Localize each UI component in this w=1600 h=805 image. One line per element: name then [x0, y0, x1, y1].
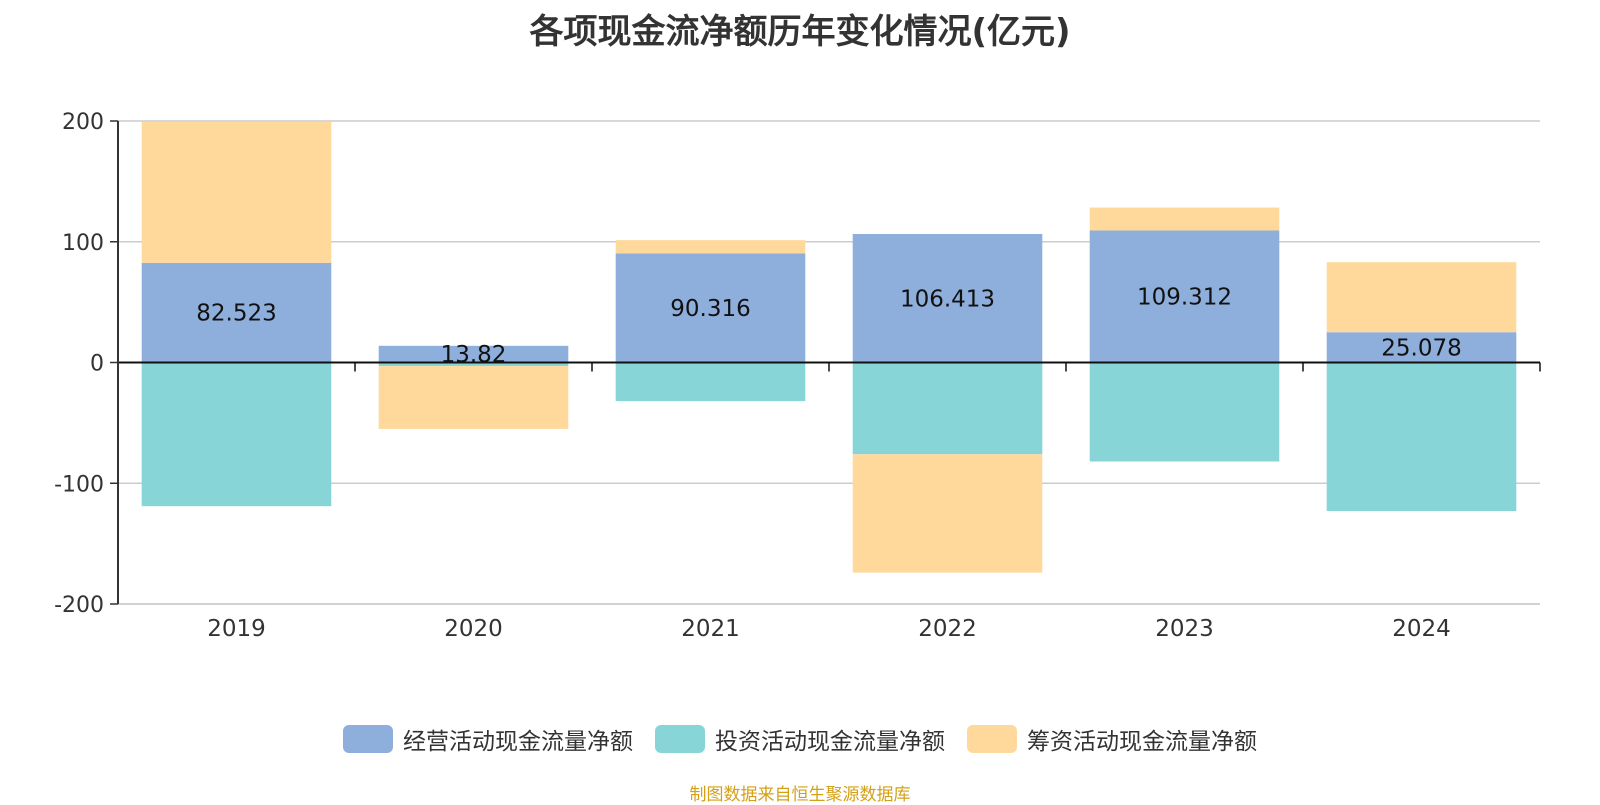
- bar-segment[interactable]: [1089, 230, 1280, 363]
- x-tick-label: 2024: [1392, 616, 1451, 642]
- legend-swatch-financing: [967, 725, 1017, 753]
- bar-segment[interactable]: [141, 262, 332, 363]
- bar-segment[interactable]: [1089, 207, 1280, 231]
- legend-item-operating[interactable]: 经营活动现金流量净额: [343, 722, 633, 756]
- bar-value-label: 106.413: [900, 286, 995, 312]
- legend-label-investing: 投资活动现金流量净额: [715, 729, 945, 755]
- y-tick-label: -200: [54, 593, 104, 618]
- legend-swatch-investing: [655, 725, 705, 753]
- legend: 经营活动现金流量净额 投资活动现金流量净额 筹资活动现金流量净额: [0, 722, 1600, 756]
- legend-label-operating: 经营活动现金流量净额: [403, 729, 633, 755]
- bar-segment[interactable]: [1326, 332, 1517, 363]
- legend-swatch-operating: [343, 725, 393, 753]
- bar-value-label: 13.82: [441, 342, 507, 368]
- bar-segment[interactable]: [615, 253, 806, 363]
- y-tick-label: 0: [90, 352, 104, 377]
- bars: [141, 121, 1517, 573]
- x-tick-label: 2022: [918, 616, 977, 642]
- y-tick-label: 200: [62, 110, 104, 135]
- bar-segment[interactable]: [852, 362, 1043, 455]
- bar-segment[interactable]: [1326, 262, 1517, 333]
- bar-segment[interactable]: [1089, 362, 1280, 462]
- bar-segment[interactable]: [141, 362, 332, 507]
- bar-segment[interactable]: [141, 121, 332, 263]
- bar-segment[interactable]: [378, 362, 569, 367]
- bar-segment[interactable]: [852, 454, 1043, 573]
- bar-segment[interactable]: [615, 362, 806, 402]
- x-tick-label: 2020: [444, 616, 503, 642]
- data-labels: 82.523 13.82 90.316 106.413 109.312 25.078: [196, 285, 1461, 369]
- x-tick-label: 2023: [1155, 616, 1214, 642]
- bar-segment[interactable]: [615, 240, 806, 254]
- bar-value-label: 25.078: [1381, 335, 1461, 361]
- chart-title: 各项现金流净额历年变化情况(亿元): [529, 12, 1071, 52]
- y-tick-label: -100: [54, 472, 104, 497]
- bar-segment[interactable]: [378, 345, 569, 363]
- bar-value-label: 90.316: [670, 296, 750, 322]
- x-tick-label: 2019: [207, 616, 266, 642]
- legend-item-financing[interactable]: 筹资活动现金流量净额: [967, 722, 1257, 756]
- x-tick-label: 2021: [681, 616, 740, 642]
- legend-label-financing: 筹资活动现金流量净额: [1027, 729, 1257, 755]
- bar-value-label: 82.523: [196, 301, 276, 327]
- axes: 200 100 0 -100 -200 2019 2020 2021 2022 2023 2024: [54, 110, 1541, 642]
- y-tick-label: 100: [62, 231, 104, 256]
- data-source-note: 制图数据来自恒生聚源数据库: [689, 785, 911, 805]
- bar-segment[interactable]: [852, 234, 1043, 363]
- bar-segment[interactable]: [378, 366, 569, 429]
- bar-segment[interactable]: [1326, 362, 1517, 512]
- legend-item-investing[interactable]: 投资活动现金流量净额: [655, 722, 945, 756]
- bar-value-label: 109.312: [1137, 285, 1232, 311]
